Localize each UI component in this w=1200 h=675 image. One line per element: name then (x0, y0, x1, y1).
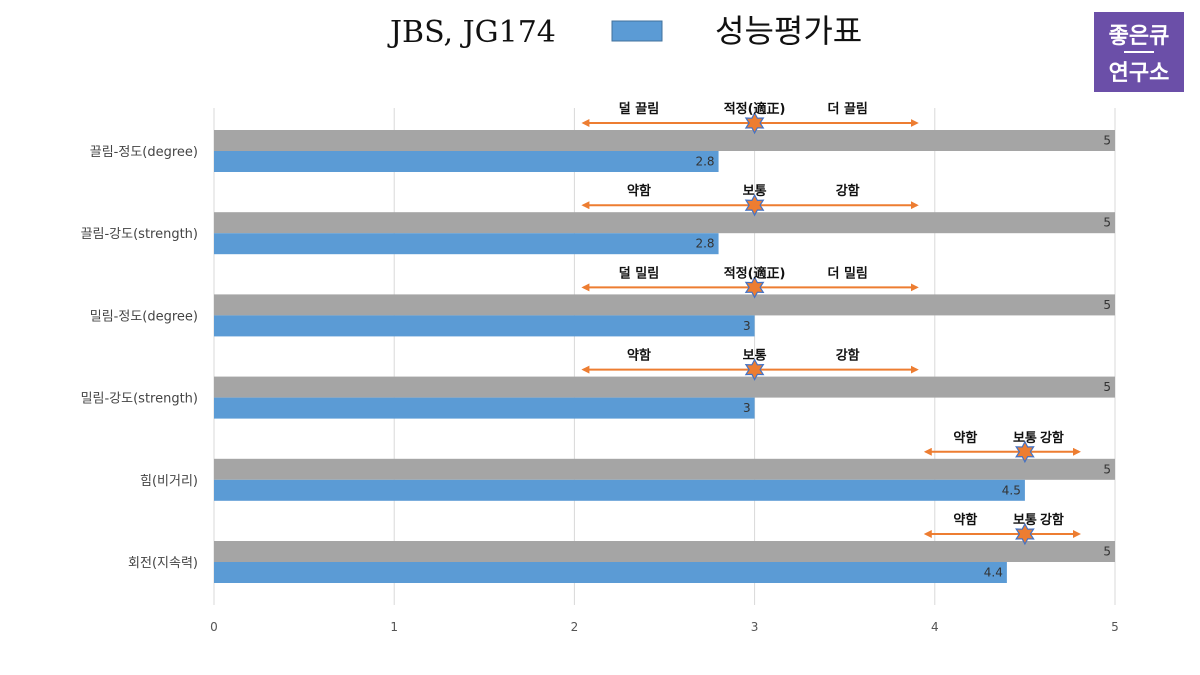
anno-left-2: 덜 밀림 (619, 265, 659, 281)
category-label-2: 밀림-정도(degree) (90, 309, 198, 324)
data-label-s1-1: 2.8 (695, 237, 714, 251)
anno-center-3: 보통 (743, 349, 767, 364)
data-label-s0-5: 5 (1103, 545, 1111, 559)
anno-right-5: 강함 (1040, 512, 1064, 528)
bar-s1-0 (214, 151, 719, 172)
legend-label: 성능평가표 (715, 12, 862, 50)
star-marker-2 (744, 276, 765, 299)
bar-s0-0 (214, 130, 1115, 151)
bar-s1-2 (214, 315, 755, 337)
x-tick-label-5: 5 (1111, 620, 1119, 634)
category-label-1: 끌림-강도(strength) (81, 227, 198, 242)
anno-left-1: 약함 (627, 183, 651, 199)
anno-left-4: 약함 (953, 430, 977, 446)
bar-s0-4 (214, 458, 1115, 480)
anno-center-4: 보통 (1013, 431, 1037, 446)
x-tick-label-2: 2 (571, 620, 579, 634)
data-label-s1-5: 4.4 (984, 566, 1003, 580)
star-marker-1 (744, 193, 765, 217)
bar-s0-5 (214, 541, 1115, 562)
anno-right-4: 강함 (1040, 430, 1064, 446)
anno-right-2: 더 밀림 (827, 265, 867, 281)
bar-s1-4 (214, 479, 1025, 501)
star-marker-5 (1015, 522, 1035, 546)
x-tick-label-3: 3 (751, 620, 759, 634)
star-marker-4 (1015, 440, 1035, 464)
bar-s1-3 (214, 397, 755, 419)
bar-s0-2 (214, 294, 1115, 316)
gridlines (213, 108, 1116, 605)
star-marker-3 (744, 358, 765, 381)
category-label-4: 힘(비거리) (140, 474, 198, 489)
anno-right-1: 강함 (836, 183, 860, 199)
x-tick-label-0: 0 (210, 620, 218, 634)
data-label-s0-0: 5 (1103, 134, 1111, 148)
bar-s1-1 (214, 233, 719, 255)
data-label-s0-4: 5 (1103, 462, 1111, 476)
data-label-s1-3: 3 (743, 401, 751, 415)
bar-s1-5 (214, 562, 1007, 583)
x-tick-label-4: 4 (931, 620, 939, 634)
bars: 5 2.8 5 2.8 5 3 5 3 5 4.5 5 4.4 (214, 130, 1115, 583)
anno-center-0: 적정(適正) (724, 101, 786, 117)
anno-center-1: 보통 (743, 184, 767, 199)
logo-line2: 연구소 (1109, 61, 1170, 86)
category-label-3: 밀림-강도(strength) (81, 392, 198, 407)
anno-center-5: 보통 (1013, 513, 1037, 528)
anno-left-3: 약함 (627, 348, 651, 364)
anno-right-0: 더 끌림 (827, 101, 867, 117)
anno-center-2: 적정(適正) (724, 265, 786, 281)
axis-labels: 0 1 2 3 4 5 끌림-정도(degree) 끌림-강도(strength) 밀림-정도(… (81, 145, 1119, 634)
data-label-s0-2: 5 (1103, 298, 1111, 312)
anno-left-5: 약함 (953, 512, 977, 528)
bar-s0-1 (214, 212, 1115, 234)
data-label-s1-2: 3 (743, 319, 751, 333)
logo-line1: 좋은큐 (1109, 24, 1170, 49)
data-label-s0-1: 5 (1103, 216, 1111, 230)
anno-right-3: 강함 (836, 348, 860, 364)
data-label-s0-3: 5 (1103, 380, 1111, 394)
legend-swatch (611, 20, 663, 42)
category-label-5: 회전(지속력) (128, 556, 198, 571)
star-marker-0 (744, 111, 765, 135)
bar-s0-3 (214, 376, 1115, 398)
data-label-s1-0: 2.8 (695, 155, 714, 169)
brand-logo: 좋은큐 연구소 (1094, 12, 1184, 92)
chart-title: JBS, JG174 (387, 15, 556, 50)
x-tick-label-1: 1 (390, 620, 398, 634)
category-label-0: 끌림-정도(degree) (90, 145, 198, 160)
data-label-s1-4: 4.5 (1002, 483, 1021, 497)
anno-left-0: 덜 끌림 (619, 101, 659, 117)
